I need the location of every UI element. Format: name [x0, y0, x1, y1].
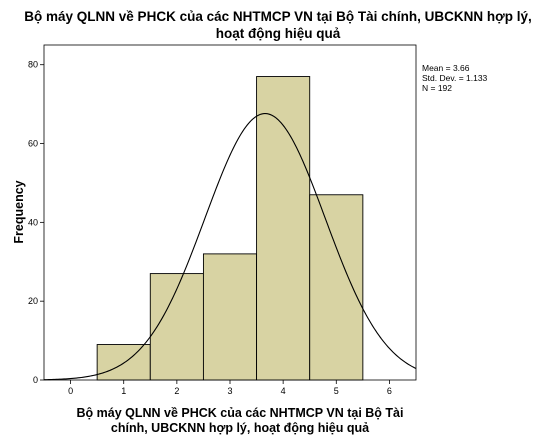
- y-tick-label-80: 80: [28, 60, 38, 70]
- y-tick-label-40: 40: [28, 217, 38, 227]
- x-tick-label-1: 1: [121, 386, 126, 396]
- y-tick-label-0: 0: [33, 375, 38, 385]
- chart-title-line1: Bộ máy QLNN về PHCK của các NHTMCP VN tạ…: [24, 9, 532, 24]
- stats-box: Mean = 3.66 Std. Dev. = 1.133 N = 192: [422, 63, 487, 93]
- x-axis-label-line1: Bộ máy QLNN về PHCK của các NHTMCP VN tạ…: [76, 406, 404, 420]
- histogram-bar-3: [202, 253, 258, 381]
- y-tick-label-20: 20: [28, 296, 38, 306]
- x-tick-label-3: 3: [227, 386, 232, 396]
- chart-title: Bộ máy QLNN về PHCK của các NHTMCP VN tạ…: [0, 8, 556, 42]
- y-tick-label-60: 60: [28, 139, 38, 149]
- x-axis-label: Bộ máy QLNN về PHCK của các NHTMCP VN tạ…: [20, 406, 460, 436]
- histogram-bar-1: [96, 344, 151, 381]
- histogram-bar-4: [256, 76, 311, 381]
- x-tick-label-6: 6: [387, 386, 392, 396]
- stats-n: N = 192: [422, 83, 453, 93]
- stats-mean: Mean = 3.66: [422, 63, 470, 73]
- chart-title-line2: hoạt động hiệu quả: [215, 26, 341, 41]
- y-axis-label: Frequency: [12, 180, 26, 244]
- x-tick-label-0: 0: [68, 386, 73, 396]
- normal-curve: [43, 113, 417, 381]
- stats-std: Std. Dev. = 1.133: [422, 73, 488, 83]
- histogram-bar-2: [149, 273, 204, 381]
- histogram-bar-5: [309, 194, 364, 381]
- x-axis-label-line2: chính, UBCKNN hợp lý, hoạt động hiệu quả: [110, 421, 370, 435]
- x-tick-label-4: 4: [281, 386, 286, 396]
- x-tick-label-2: 2: [174, 386, 179, 396]
- x-tick-label-5: 5: [334, 386, 339, 396]
